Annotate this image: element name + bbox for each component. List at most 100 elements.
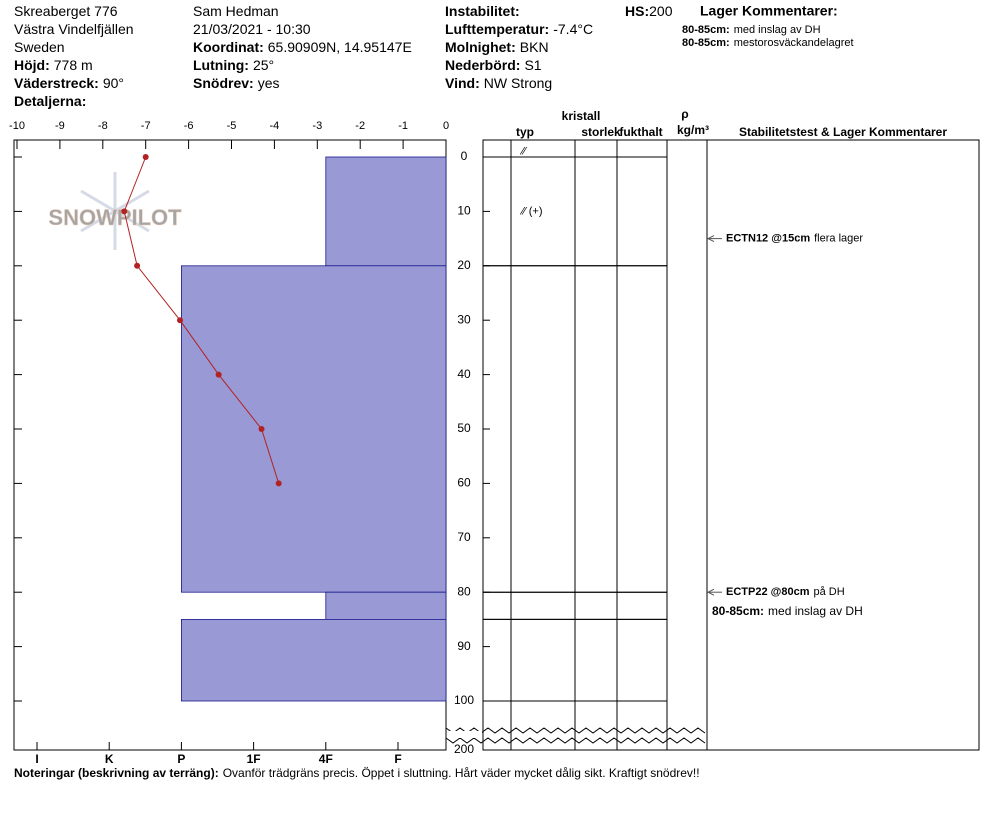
value: BKN	[520, 39, 549, 55]
site-line: Västra Vindelfjällen	[14, 21, 134, 37]
y-tick-label: 90	[457, 639, 471, 653]
test-label: ECTN12 @15cm flera lager	[726, 233, 863, 245]
label: Molnighet:	[445, 39, 516, 55]
site-line: Detaljerna:	[14, 93, 86, 109]
observer-line: 21/03/2021 - 10:30	[193, 21, 311, 37]
label: Nederbörd:	[445, 57, 520, 73]
test-arrowhead	[706, 588, 715, 596]
label: 80-85cm:	[682, 37, 730, 49]
value: 90°	[103, 75, 124, 91]
y-tick-label: 80	[457, 584, 471, 598]
y-tick-label: 20	[457, 258, 471, 272]
value: 778 m	[54, 57, 93, 73]
column-header: typ	[516, 125, 534, 139]
label: Noteringar (beskrivning av terräng):	[14, 766, 219, 780]
value: 25°	[253, 57, 274, 73]
value: yes	[258, 75, 280, 91]
layer	[325, 591, 447, 620]
value: -7.4°C	[553, 21, 593, 37]
value: Västra Vindelfjällen	[14, 21, 134, 37]
test-code: ECTN12 @15cm	[726, 233, 810, 245]
test-comment: flera lager	[814, 233, 863, 245]
label: HS:	[625, 3, 649, 19]
layer-comment: 80-85cm: mestorosväckandelagret	[682, 37, 854, 49]
condition-line: Lufttemperatur: -7.4°C	[445, 21, 593, 37]
crystal-symbol: ⁄⁄ (+)	[519, 205, 542, 217]
value: NW Strong	[484, 75, 552, 91]
x-tick-label: -8	[98, 120, 108, 132]
label: Höjd:	[14, 57, 50, 73]
observer-line: Koordinat: 65.90909N, 14.95147E	[193, 39, 412, 55]
column-header: Stabilitetstest & Lager Kommentarer	[739, 125, 947, 139]
test-arrowhead	[706, 235, 715, 243]
value: Sam Hedman	[193, 3, 279, 19]
value: med inslag av DH	[768, 604, 863, 618]
value: 21/03/2021 - 10:30	[193, 21, 311, 37]
site-line: Sweden	[14, 39, 65, 55]
site-line: Höjd: 778 m	[14, 57, 93, 73]
x-tick-label: -2	[355, 120, 365, 132]
layer	[180, 265, 447, 593]
column-header: kg/m³	[677, 123, 709, 137]
y-tick-label: 100	[454, 693, 474, 707]
label: 80-85cm:	[712, 604, 764, 618]
y-tick-label: 70	[457, 530, 471, 544]
temperature-point	[258, 426, 265, 432]
test-code: ECTP22 @80cm	[726, 586, 810, 598]
x-tick-label: -9	[55, 120, 65, 132]
axis-break-gap	[447, 731, 482, 738]
y-tick-label: 40	[457, 367, 471, 381]
hardness-label: P	[177, 752, 185, 766]
test-label: ECTP22 @80cm på DH	[726, 586, 845, 598]
label: Detaljerna:	[14, 93, 86, 109]
temperature-point	[275, 480, 282, 487]
layer-comment: 80-85cm: med inslag av DH	[682, 24, 821, 36]
x-tick-label: -7	[141, 120, 151, 132]
label: Instabilitet:	[445, 3, 520, 19]
test-comment: på DH	[814, 586, 845, 598]
label: Lutning:	[193, 57, 249, 73]
column-header: ρ	[681, 107, 688, 121]
condition-line: Nederbörd: S1	[445, 57, 542, 73]
value: S1	[524, 57, 541, 73]
x-tick-label: -4	[270, 120, 280, 132]
column-header: fukthalt	[619, 125, 662, 139]
logo: SNOWPILOT	[48, 172, 182, 250]
label: Vind:	[445, 75, 480, 91]
hardness-label: 4F	[319, 752, 333, 766]
x-tick-label: -1	[398, 120, 408, 132]
hardness-label: 1F	[247, 752, 261, 766]
value: Ovanför trädgräns precis. Öppet i sluttn…	[223, 766, 700, 780]
value: med inslag av DH	[734, 24, 821, 36]
observer-line: Snödrev: yes	[193, 75, 279, 91]
site-line: Skreaberget 776	[14, 3, 118, 19]
temperature-point	[134, 262, 141, 269]
label: 80-85cm:	[682, 24, 730, 36]
value: Skreaberget 776	[14, 3, 118, 19]
label: Väderstreck:	[14, 75, 99, 91]
label: Koordinat:	[193, 39, 264, 55]
value: mestorosväckandelagret	[734, 37, 854, 49]
condition-line: Instabilitet:	[445, 3, 520, 19]
temperature-point	[121, 208, 128, 215]
temperature-point	[177, 317, 184, 324]
x-tick-label: -10	[9, 120, 25, 132]
observer-line: Lutning: 25°	[193, 57, 274, 73]
value: 200	[649, 3, 673, 19]
column-header: storlek	[581, 125, 621, 139]
value: 65.90909N, 14.95147E	[268, 39, 412, 55]
x-tick-label: -5	[227, 120, 237, 132]
condition-line: Molnighet: BKN	[445, 39, 549, 55]
observer-line: Sam Hedman	[193, 3, 279, 19]
logo-text: SNOWPILOT	[48, 205, 182, 230]
hardness-label: F	[394, 752, 401, 766]
profile-comment: 80-85cm: med inslag av DH	[712, 604, 863, 618]
y-tick-label: 0	[461, 149, 468, 163]
x-tick-label: -6	[184, 120, 194, 132]
layer-comments-title: Lager Kommentarer:	[700, 3, 838, 19]
notes: Noteringar (beskrivning av terräng): Ovan…	[14, 766, 700, 780]
value: Sweden	[14, 39, 65, 55]
hardness-label: I	[35, 752, 38, 766]
